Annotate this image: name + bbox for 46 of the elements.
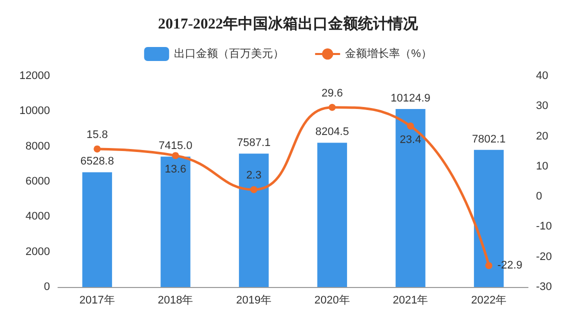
bar: [317, 142, 348, 287]
x-tick-label: 2019年: [236, 294, 272, 306]
bar: [238, 154, 269, 287]
data-label: 7415.0: [158, 140, 192, 152]
data-label: 29.6: [321, 87, 343, 100]
y2-tick-label: 10: [536, 160, 548, 172]
y-tick-label: 8000: [26, 140, 50, 152]
chart-title: 2017-2022年中国冰箱出口金额统计情况: [158, 14, 419, 32]
bar: [160, 156, 190, 287]
point: [250, 186, 258, 194]
data-label: 7587.1: [237, 137, 271, 150]
data-label: 13.6: [164, 164, 186, 176]
legend-label: 出口金额（百万美元）: [174, 47, 284, 60]
y2-tick-label: -10: [536, 220, 552, 233]
data-label: 8204.5: [315, 126, 349, 138]
x-tick-label: 2017年: [79, 294, 115, 306]
legend-label: 金额增长率（%）: [345, 47, 432, 60]
data-label: 23.4: [400, 134, 422, 146]
data-label: 10124.9: [390, 92, 430, 104]
point: [485, 262, 492, 270]
y2-tick-label: 40: [536, 70, 548, 82]
x-tick-label: 2018年: [158, 294, 194, 306]
y2-tick-label: 0: [536, 190, 542, 203]
point: [172, 152, 179, 160]
bar: [82, 172, 112, 287]
data-label: 6528.8: [80, 156, 114, 168]
point: [407, 122, 414, 130]
y-tick-label: 12000: [19, 70, 50, 82]
y2-tick-label: 20: [536, 130, 548, 142]
bar: [396, 108, 426, 287]
point: [94, 145, 101, 152]
y2-tick-label: -20: [536, 250, 552, 263]
data-label: 15.8: [86, 128, 108, 141]
x-tick-label: 2022年: [471, 294, 507, 306]
data-label: 2.3: [246, 170, 262, 182]
y-tick-label: 2000: [26, 246, 50, 258]
data-label: 7802.1: [472, 133, 506, 146]
point: [328, 104, 336, 111]
y-tick-label: 0: [44, 281, 50, 293]
y-tick-label: 10000: [19, 105, 50, 118]
x-tick-label: 2021年: [392, 294, 428, 306]
y2-tick-label: -30: [536, 281, 552, 293]
y-tick-label: 4000: [26, 210, 50, 223]
y2-tick-label: 30: [536, 100, 548, 112]
y-tick-label: 6000: [26, 176, 50, 188]
x-tick-label: 2020年: [314, 294, 350, 306]
